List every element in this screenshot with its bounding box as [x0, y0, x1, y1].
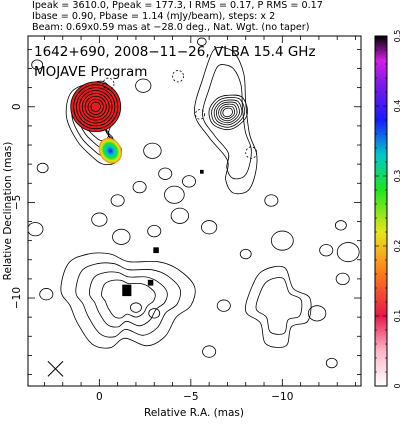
lower-right-contour	[255, 277, 303, 335]
small-contour	[216, 299, 231, 312]
small-contour	[91, 212, 108, 227]
source-annotation: 1642+690, 2008−11−26, VLBA 15.4 GHz	[34, 44, 316, 60]
core-contour	[90, 101, 101, 112]
right-component-contour	[218, 103, 238, 122]
x-tick-label: −5	[183, 391, 198, 403]
x-tick-label: 0	[96, 391, 103, 403]
small-contour	[112, 228, 131, 245]
negative-contour	[245, 146, 258, 159]
small-contour	[132, 180, 147, 194]
small-contour	[325, 357, 338, 369]
polarization-patch	[122, 284, 132, 297]
right-component-contour	[213, 99, 243, 126]
right-component-contour	[216, 101, 240, 124]
colorbar-tick-label: 0	[393, 383, 402, 388]
colorbar	[374, 35, 388, 387]
polarization-patch	[153, 247, 159, 254]
header-line-3: Beam: 0.69x0.59 mas at −28.0 deg., Nat. …	[32, 22, 310, 33]
small-contour	[110, 194, 125, 207]
right-component-contour	[220, 105, 236, 120]
core-contour	[70, 81, 122, 133]
small-contour	[335, 272, 350, 286]
colorbar-ticks: 0 0.1 0.2 0.3 0.4 0.5	[375, 30, 402, 389]
colorbar-tick-label: 0.2	[393, 240, 402, 253]
beam-symbol-line	[47, 360, 64, 377]
header-line-2: Ibase = 0.90, Pbase = 1.14 (mJy/beam), s…	[32, 11, 275, 22]
y-tick-label: −10	[11, 287, 23, 309]
small-contour	[336, 242, 360, 263]
small-contour	[143, 142, 162, 159]
polarized-jet-blob	[98, 137, 122, 164]
x-axis-title: Relative R.A. (mas)	[144, 407, 244, 419]
core-contour	[81, 92, 110, 121]
small-contour	[148, 308, 161, 319]
small-contour	[319, 244, 334, 257]
small-contour	[239, 248, 252, 260]
lower-left-contour	[75, 262, 182, 338]
small-contour	[202, 345, 217, 358]
y-axis-title: Relative Declination (mas)	[2, 142, 14, 281]
small-contour	[264, 194, 279, 207]
negative-contour	[195, 109, 205, 120]
lower-left-contour	[60, 252, 196, 349]
core-contour	[84, 95, 107, 118]
right-component-contour	[222, 107, 233, 118]
small-contour	[28, 222, 44, 237]
colorbar-tick-label: 0.3	[393, 170, 402, 183]
negative-contour	[102, 77, 115, 90]
small-contour	[164, 185, 185, 204]
upper-right-inner-contour	[202, 64, 252, 180]
core-contour	[78, 90, 113, 124]
small-contour	[182, 175, 196, 188]
negative-contour	[172, 70, 184, 83]
polarization-patch	[199, 169, 204, 174]
core-polarization-fill	[70, 81, 121, 132]
polarization-patch	[147, 279, 154, 286]
core-contour	[73, 84, 119, 130]
right-component-contour	[208, 94, 249, 131]
small-contour	[197, 37, 207, 46]
small-contour	[130, 302, 142, 313]
small-contour	[135, 78, 152, 93]
x-tick-label: −10	[271, 391, 293, 403]
lower-left-contour	[88, 271, 168, 328]
small-contour	[36, 162, 49, 174]
small-contour	[147, 224, 162, 238]
y-tick-label: −5	[11, 195, 23, 210]
core-contour	[87, 98, 104, 115]
lower-right-contour	[244, 265, 312, 348]
axis-ticks: 0 −5 −10 0 −5 −10	[11, 36, 361, 403]
small-contour	[31, 59, 44, 70]
colorbar-tick-label: 0.4	[393, 100, 402, 113]
plot-content	[28, 37, 360, 377]
small-contour	[158, 167, 173, 180]
small-contour	[201, 220, 218, 235]
small-contour	[39, 288, 54, 301]
plot-frame	[27, 35, 362, 387]
program-annotation: MOJAVE Program	[34, 64, 147, 80]
lower-left-contour	[101, 279, 156, 319]
colorbar-tick-label: 0.5	[393, 30, 402, 43]
colorbar-tick-label: 0.1	[393, 310, 402, 323]
header-line-1: Ipeak = 3610.0, Ppeak = 177.3, I RMS = 0…	[32, 0, 323, 11]
upper-right-envelope-contour	[194, 46, 258, 195]
small-contour	[307, 305, 327, 322]
small-contour	[170, 207, 190, 224]
small-contour	[334, 220, 347, 231]
y-tick-label: 0	[11, 103, 23, 110]
small-contour	[270, 230, 294, 251]
core-contour	[76, 87, 116, 127]
